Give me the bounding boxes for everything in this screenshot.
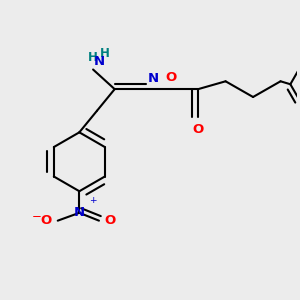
Text: H: H [88, 51, 98, 64]
Text: N: N [74, 206, 85, 219]
Text: −: − [32, 210, 42, 223]
Text: O: O [193, 122, 204, 136]
Text: O: O [105, 214, 116, 227]
Text: N: N [93, 55, 104, 68]
Text: N: N [148, 72, 159, 85]
Text: +: + [89, 196, 97, 205]
Text: O: O [40, 214, 52, 227]
Text: O: O [165, 71, 176, 84]
Text: H: H [100, 47, 110, 60]
